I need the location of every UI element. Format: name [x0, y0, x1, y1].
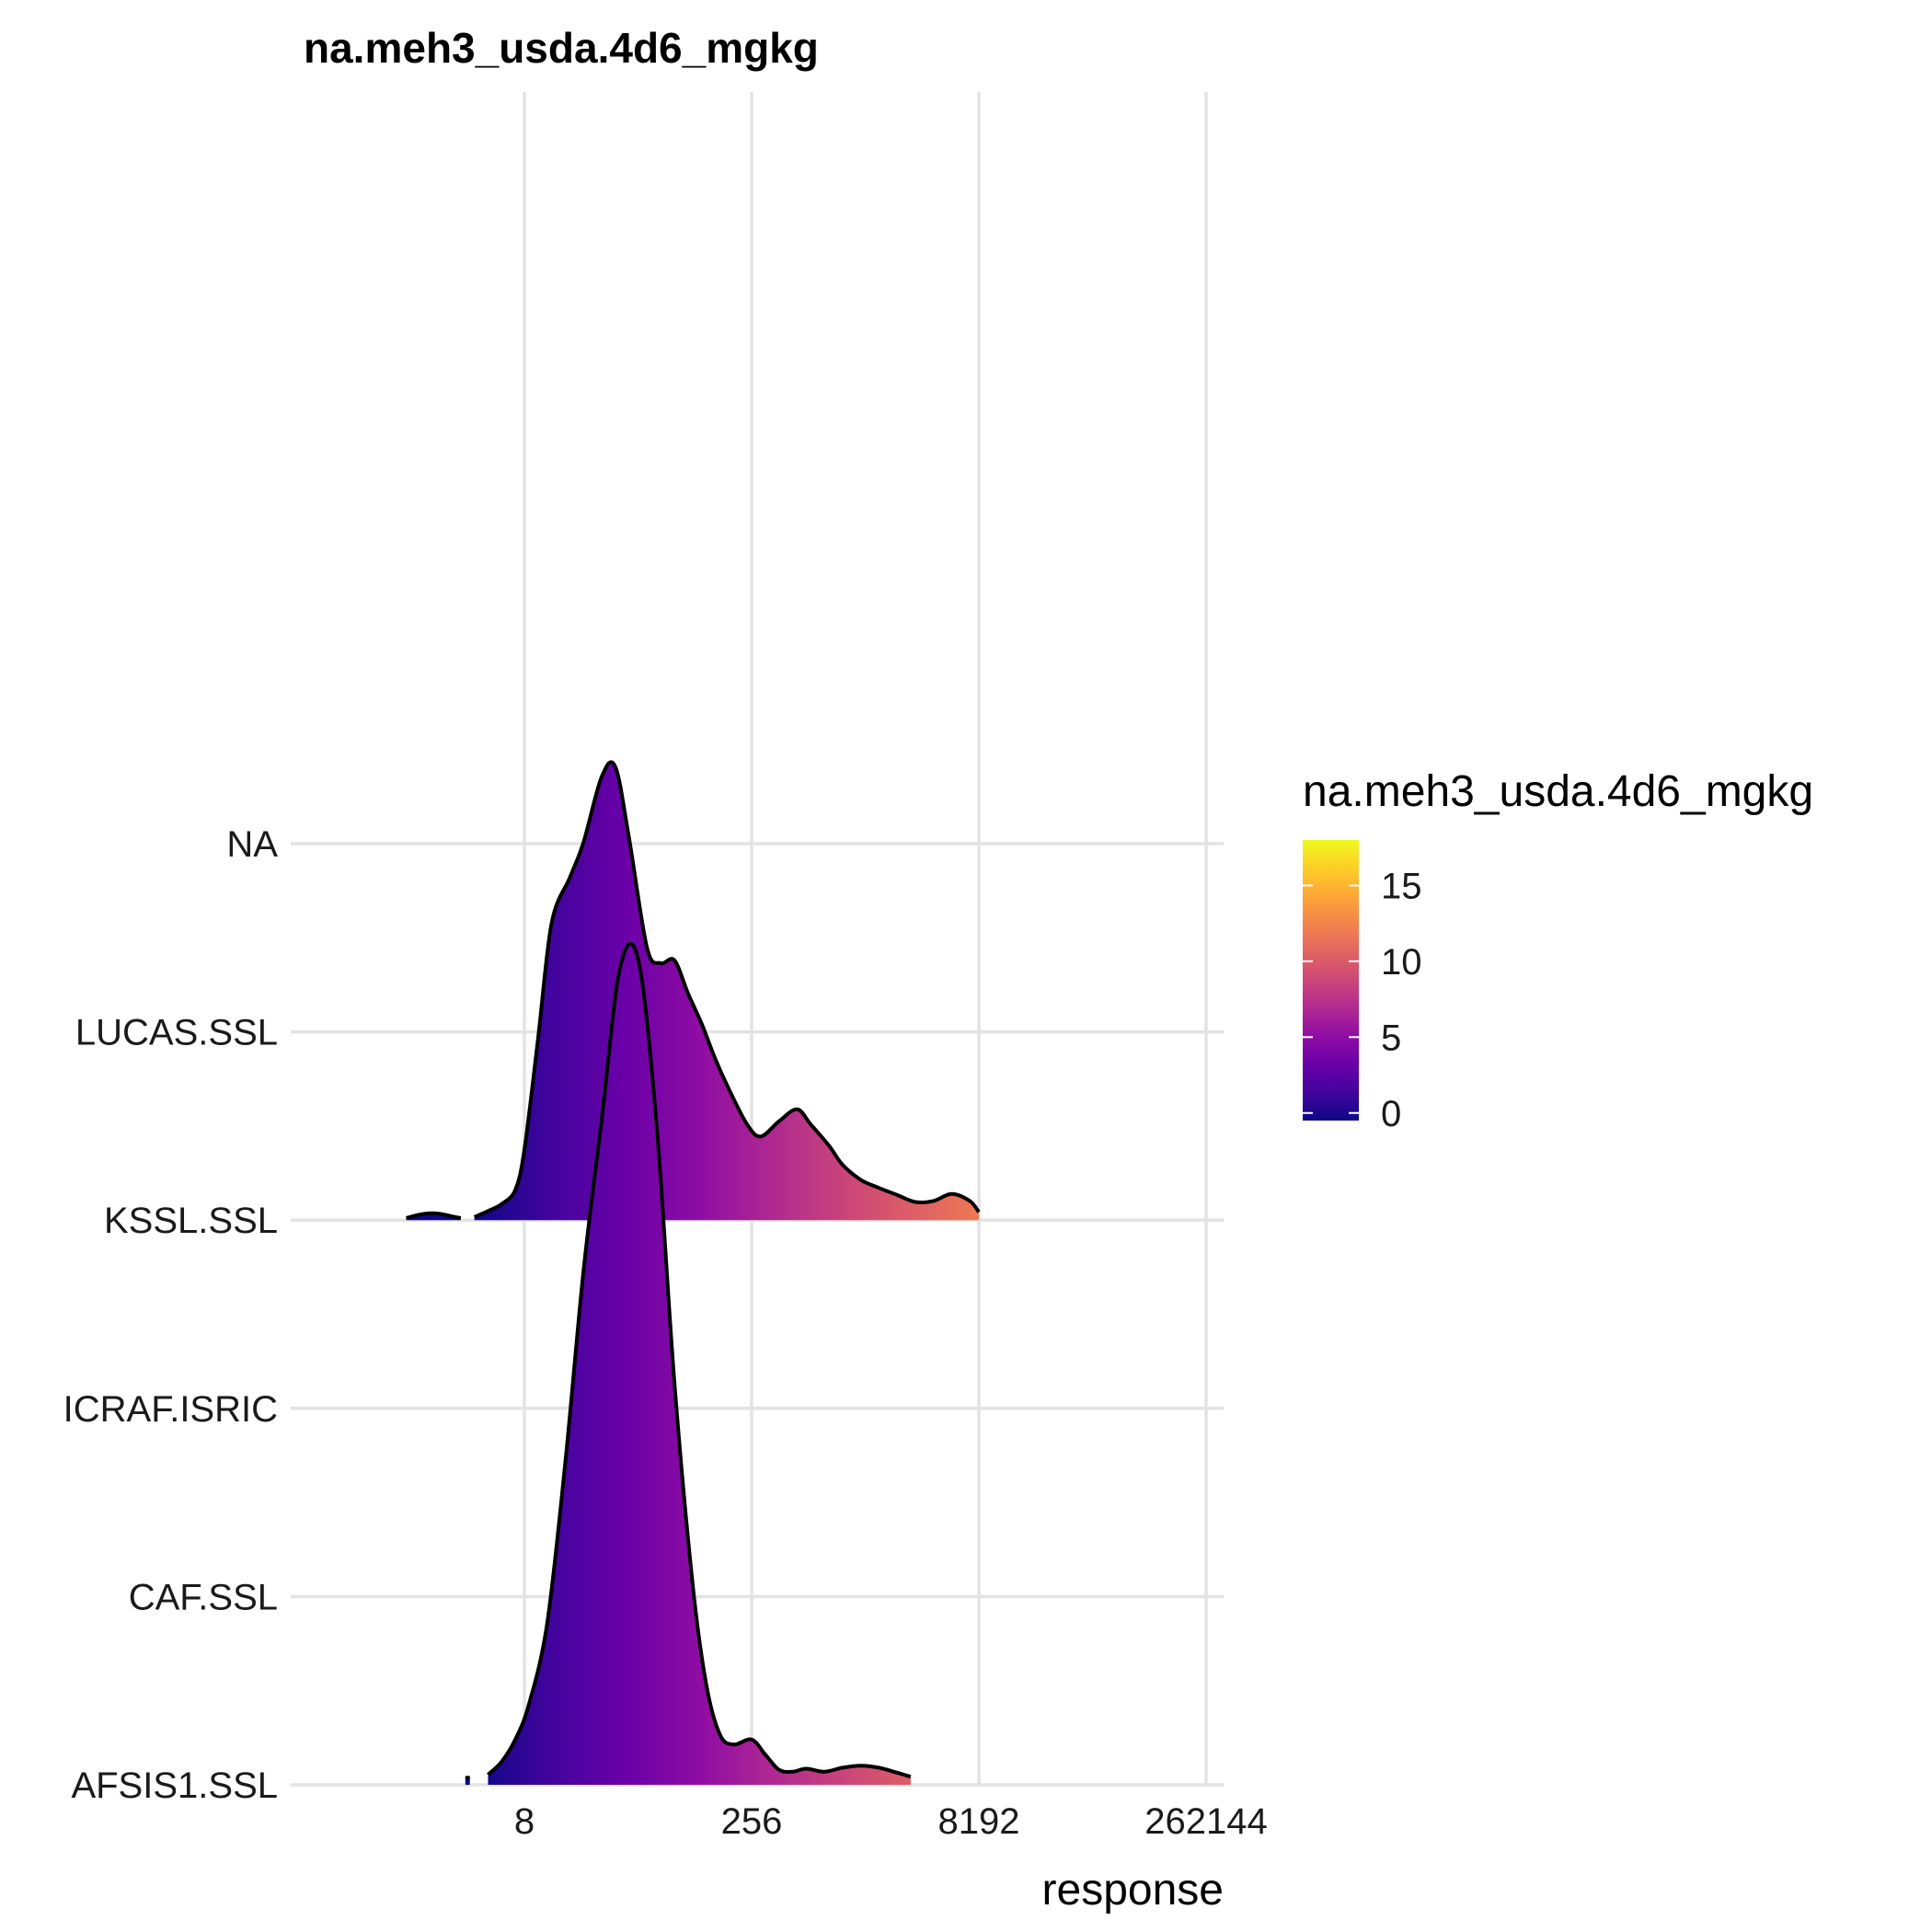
ridge-area — [488, 943, 911, 1785]
x-tick-label: 8192 — [938, 1801, 1020, 1842]
gridlines — [291, 92, 1224, 1787]
y-tick-label: KSSL.SSL — [104, 1201, 278, 1241]
colorbar-ticks: 0 5 10 15 — [1303, 866, 1422, 1134]
y-tick-labels: AFSIS1.SSL CAF.SSL ICRAF.ISRIC KSSL.SSL LUCA… — [63, 824, 279, 1806]
x-tick-label: 8 — [514, 1801, 535, 1842]
y-tick-label: ICRAF.ISRIC — [63, 1389, 278, 1430]
colorbar-label: 10 — [1381, 942, 1422, 983]
ridge-afsis1-ssl — [465, 941, 912, 1785]
ridge-area — [474, 762, 979, 1221]
x-tick-label: 256 — [721, 1801, 783, 1842]
colorbar-label: 0 — [1381, 1094, 1401, 1134]
colorbar-label: 15 — [1381, 866, 1422, 906]
x-axis-title: response — [1042, 1866, 1224, 1915]
y-tick-label: LUCAS.SSL — [75, 1013, 278, 1053]
color-legend: na.meh3_usda.4d6_mgkg 0 5 10 15 — [1303, 767, 1813, 1134]
y-tick-label: NA — [226, 824, 278, 865]
chart-title: na.meh3_usda.4d6_mgkg — [304, 24, 819, 72]
y-tick-label: AFSIS1.SSL — [71, 1765, 278, 1806]
density-ridges — [406, 760, 981, 1785]
ridge-outline — [487, 941, 912, 1779]
x-tick-labels: 8 256 8192 262144 — [514, 1801, 1268, 1842]
colorbar-label: 5 — [1381, 1018, 1401, 1058]
ridge-outline — [473, 760, 981, 1219]
x-tick-label: 262144 — [1144, 1801, 1267, 1842]
colorbar — [1303, 840, 1359, 1121]
ridge-outline — [406, 1211, 462, 1220]
y-tick-label: CAF.SSL — [129, 1577, 278, 1617]
ridge-kssl-ssl — [406, 760, 981, 1221]
legend-title: na.meh3_usda.4d6_mgkg — [1303, 767, 1813, 816]
